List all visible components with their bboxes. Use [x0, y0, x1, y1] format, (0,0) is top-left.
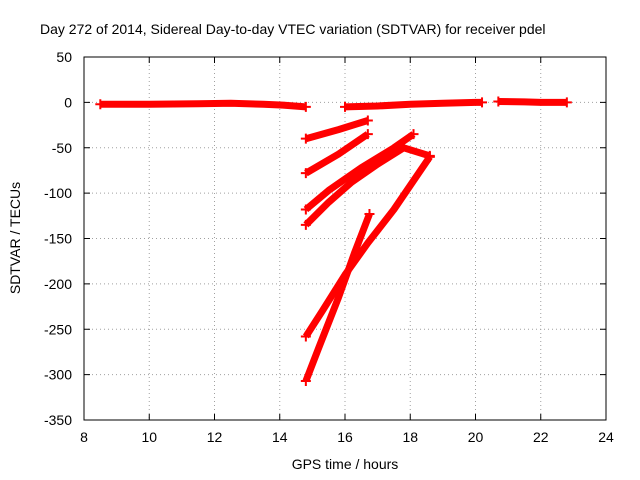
- data-layer: [95, 96, 572, 386]
- data-point-marker: [300, 219, 311, 230]
- data-point-marker: [300, 133, 311, 144]
- tick-layer: 8 10 12 14 16 18 20 22 24 50 0 -50 -100 -150 -200 -250 -…: [44, 49, 614, 445]
- data-point-marker: [477, 97, 488, 108]
- data-track-5: [304, 131, 370, 177]
- data-point-marker: [362, 115, 373, 126]
- data-point-marker: [95, 99, 106, 110]
- y-tick-label: -250: [44, 321, 72, 337]
- x-axis-title: GPS time / hours: [292, 456, 399, 472]
- data-point-marker: [300, 204, 311, 215]
- data-track-3: [498, 98, 567, 106]
- x-tick-label: 14: [272, 429, 288, 445]
- data-point-marker: [340, 101, 350, 112]
- data-point-marker: [300, 331, 311, 342]
- x-tick-label: 12: [207, 429, 223, 445]
- data-point-marker: [408, 129, 419, 140]
- x-tick-label: 10: [141, 429, 157, 445]
- y-tick-label: -350: [44, 412, 72, 428]
- x-tick-label: 16: [337, 429, 353, 445]
- data-point-marker: [300, 375, 311, 386]
- data-point-marker: [364, 208, 375, 219]
- data-point-marker: [561, 97, 572, 108]
- x-tick-label: 18: [402, 429, 418, 445]
- data-track-2: [344, 98, 482, 111]
- chart-title: Day 272 of 2014, Sidereal Day-to-day VTE…: [40, 21, 546, 37]
- y-axis-title: SDTVAR / TECUs: [7, 182, 23, 294]
- data-track-8: [302, 154, 433, 339]
- data-track-4: [304, 117, 369, 143]
- data-point-marker: [362, 129, 373, 140]
- y-tick-label: -300: [44, 367, 72, 383]
- x-tick-label: 20: [468, 429, 484, 445]
- y-tick-label: -50: [52, 140, 72, 156]
- y-tick-label: -150: [44, 231, 72, 247]
- x-tick-label: 22: [533, 429, 549, 445]
- data-track-1: [100, 99, 307, 111]
- data-point-marker: [493, 96, 504, 107]
- x-tick-label: 8: [80, 429, 88, 445]
- data-point-marker: [300, 101, 311, 112]
- y-tick-label: 0: [64, 94, 72, 110]
- y-tick-label: -100: [44, 185, 72, 201]
- data-track-9: [302, 212, 373, 383]
- data-point-marker: [424, 151, 435, 162]
- data-point-marker: [300, 168, 311, 179]
- data-track-7: [303, 144, 431, 228]
- x-tick-label: 24: [598, 429, 614, 445]
- y-tick-label: 50: [56, 49, 72, 65]
- data-track-6: [303, 131, 416, 213]
- y-tick-label: -200: [44, 276, 72, 292]
